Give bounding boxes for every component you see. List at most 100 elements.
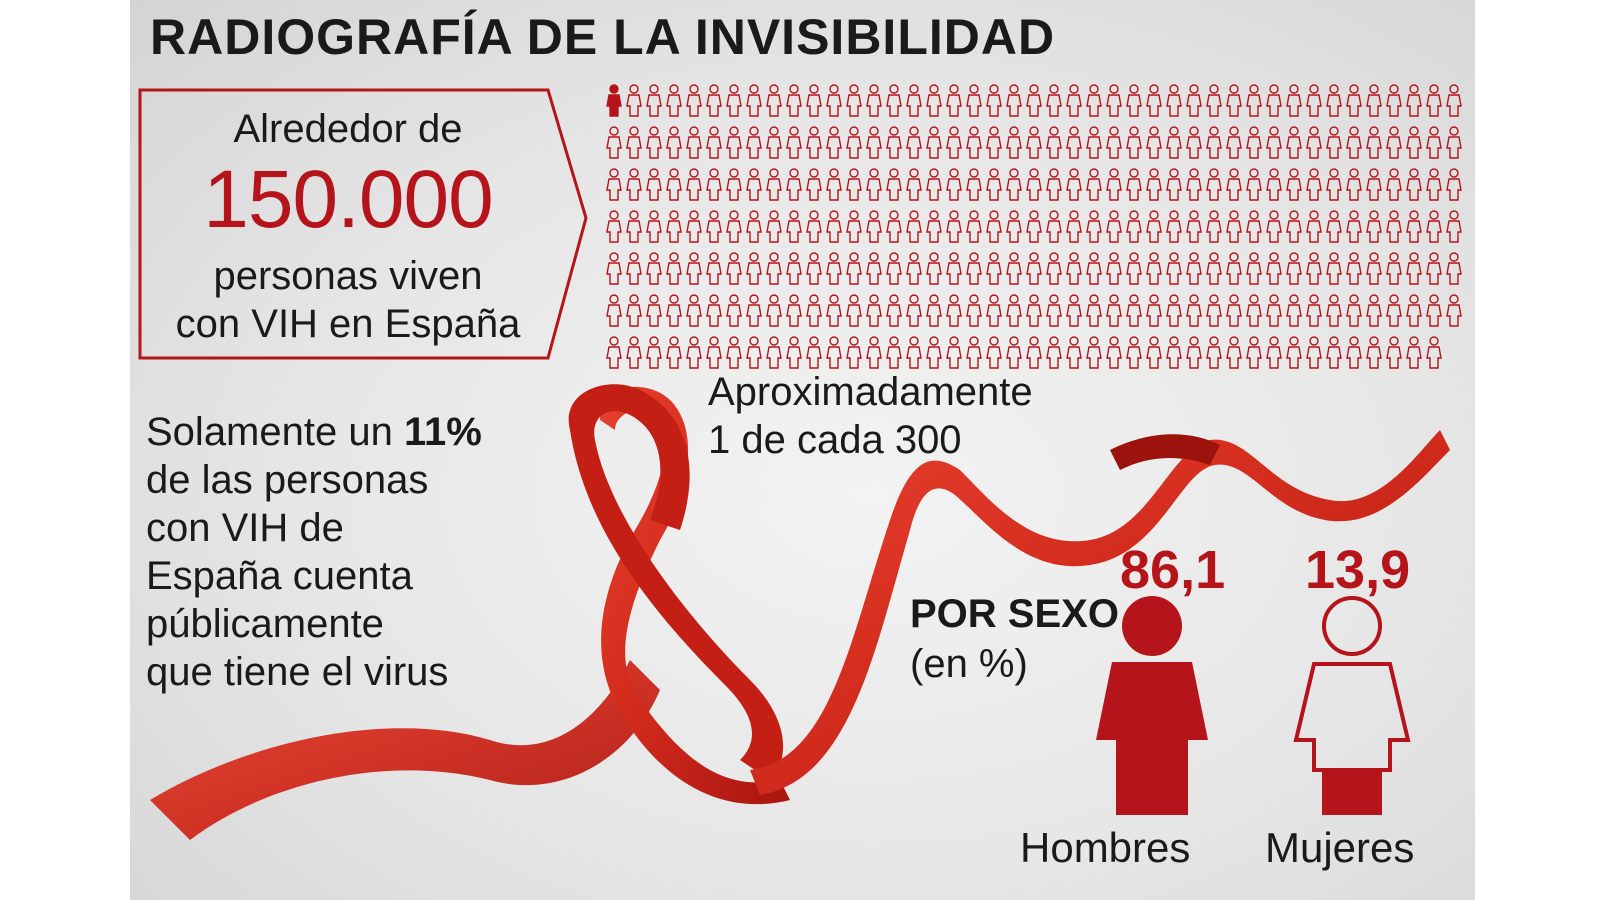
person-icon: [646, 126, 662, 159]
person-icon: [1086, 84, 1102, 117]
person-icon: [1046, 336, 1062, 369]
person-icon: [1126, 126, 1142, 159]
person-icon: [1066, 294, 1082, 327]
person-icon: [706, 336, 722, 369]
person-icon: [1046, 252, 1062, 285]
person-icon: [1386, 126, 1402, 159]
person-icon: [906, 126, 922, 159]
person-icon: [1446, 84, 1462, 117]
callout-box: [138, 88, 588, 360]
person-icon: [1126, 84, 1142, 117]
person-icon: [606, 294, 622, 327]
person-icon: [746, 252, 762, 285]
person-icon: [1426, 126, 1442, 159]
person-icon: [1326, 168, 1342, 201]
person-icon: [826, 210, 842, 243]
person-icon: [1206, 84, 1222, 117]
person-icon: [686, 84, 702, 117]
person-icon: [986, 84, 1002, 117]
person-icon: [1026, 84, 1042, 117]
person-icon: [1286, 126, 1302, 159]
person-icon: [1026, 252, 1042, 285]
person-icon: [1306, 126, 1322, 159]
person-icon: [1426, 168, 1442, 201]
person-icon: [846, 84, 862, 117]
person-icon: [1266, 168, 1282, 201]
person-icon: [1386, 168, 1402, 201]
person-icon: [686, 168, 702, 201]
person-icon: [1106, 252, 1122, 285]
person-icon: [1126, 168, 1142, 201]
person-icon: [1266, 210, 1282, 243]
person-icon: [746, 84, 762, 117]
person-icon: [866, 210, 882, 243]
person-icon: [646, 168, 662, 201]
person-icon: [1286, 294, 1302, 327]
person-icon: [1106, 168, 1122, 201]
person-icon: [1226, 252, 1242, 285]
person-icon: [1206, 252, 1222, 285]
person-icon: [1406, 126, 1422, 159]
person-icon: [1446, 168, 1462, 201]
person-icon: [1346, 252, 1362, 285]
person-icon: [746, 126, 762, 159]
public-line-0: Solamente un 11%: [146, 408, 482, 456]
person-icon: [806, 210, 822, 243]
person-icon: [946, 84, 962, 117]
person-icon: [1146, 336, 1162, 369]
person-icon: [1186, 84, 1202, 117]
person-icon: [1186, 126, 1202, 159]
person-icon: [646, 252, 662, 285]
person-icon: [1146, 210, 1162, 243]
person-icon: [746, 210, 762, 243]
person-icon: [766, 126, 782, 159]
person-icon: [1266, 294, 1282, 327]
person-icon: [1286, 252, 1302, 285]
person-icon: [846, 336, 862, 369]
person-icon: [1166, 168, 1182, 201]
person-icon: [1406, 84, 1422, 117]
man-person-icon: [1096, 596, 1208, 815]
person-icon: [646, 336, 662, 369]
person-icon: [1366, 210, 1382, 243]
person-icon: [1106, 210, 1122, 243]
person-icon: [1446, 294, 1462, 327]
person-icon: [1386, 252, 1402, 285]
person-icon: [686, 210, 702, 243]
person-icon: [1066, 210, 1082, 243]
person-icon: [946, 252, 962, 285]
sex-figures: [1096, 596, 1411, 815]
person-icon: [1306, 168, 1322, 201]
person-icon: [1406, 210, 1422, 243]
woman-person-icon: [1293, 596, 1411, 815]
person-icon: [1286, 84, 1302, 117]
person-icon: [966, 126, 982, 159]
person-icon: [1346, 336, 1362, 369]
person-icon: [946, 294, 962, 327]
person-icon: [1086, 294, 1102, 327]
person-icon: [1386, 84, 1402, 117]
person-icon: [1366, 294, 1382, 327]
person-icon: [786, 336, 802, 369]
person-icon: [1006, 210, 1022, 243]
person-icon: [1106, 84, 1122, 117]
person-icon: [1126, 210, 1142, 243]
person-icon: [906, 210, 922, 243]
by-sex-unit: (en %): [910, 642, 1028, 686]
person-icon: [726, 84, 742, 117]
person-icon: [1326, 252, 1342, 285]
person-icon: [1066, 168, 1082, 201]
person-icon: [786, 126, 802, 159]
person-icon: [1266, 252, 1282, 285]
person-icon: [766, 252, 782, 285]
person-icon: [1426, 294, 1442, 327]
person-icon: [866, 84, 882, 117]
person-icon: [1006, 84, 1022, 117]
callout-line-2: personas viven: [213, 254, 483, 298]
person-icon: [606, 210, 622, 243]
person-icon: [726, 336, 742, 369]
person-icon: [846, 126, 862, 159]
person-icon: [1026, 210, 1042, 243]
person-icon: [886, 210, 902, 243]
person-icon: [1166, 126, 1182, 159]
